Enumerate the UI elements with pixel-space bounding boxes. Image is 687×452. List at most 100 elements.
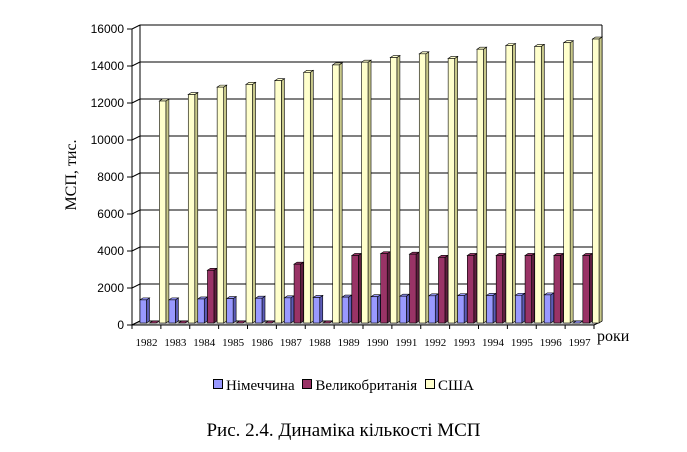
bar [543,292,555,324]
bar-side [560,252,564,324]
bar-front [515,294,523,324]
bar [485,292,497,324]
bar-side [213,267,218,324]
bar [139,297,151,324]
x-tick-label: 1991 [395,337,417,349]
bar-side [338,62,343,324]
bar-front [534,46,542,324]
bar-side [396,54,401,324]
bar [196,296,209,324]
bar [524,252,536,324]
gridline-depth [131,246,141,252]
bar-side [319,294,324,324]
bar-side [175,297,179,324]
x-tick-label: 1994 [482,337,505,349]
bar-front [476,48,484,324]
x-tick-label: 1982 [135,337,157,349]
x-tick-label: 1988 [309,337,332,349]
bar-side [473,252,478,324]
bar-front [139,299,147,324]
bar-side [569,40,574,324]
bar-side [358,252,362,324]
y-tick-label: 4000 [97,244,124,258]
bar-front [332,64,340,324]
bar-side [281,78,285,324]
bar-front [390,57,398,324]
bar-side [146,297,150,324]
x-tick-label: 1989 [338,337,361,349]
x-tick-label: 1997 [569,337,592,349]
figure-caption: Рис. 2.4. Динаміка кількості МСП [206,420,481,441]
bar-side [483,46,487,324]
bar-front [495,255,504,324]
y-tick-label: 8000 [97,170,124,184]
bar-front [543,294,552,324]
bar [283,295,295,324]
bar-side [309,69,314,324]
bar [350,252,363,324]
x-tick-label: 1983 [164,337,187,349]
bar-front [216,86,224,324]
bar-side [540,43,545,324]
bar-front [380,253,388,324]
y-tick-label: 16000 [91,22,125,36]
x-tick-label: 1992 [424,337,446,349]
bars [139,36,604,324]
bar [293,261,305,324]
bar [504,42,517,324]
bar-side [444,254,449,324]
legend-item-uk: Великобританія [302,378,417,395]
bar [379,251,392,324]
x-tick-labels: 1982 1983 1984 1985 1986 1987 1988 1989 1990 1991… [135,337,591,349]
bar [591,36,604,324]
bar-front [361,61,369,324]
bar-front [351,255,359,324]
bar-front [418,53,427,324]
bar-front [582,255,590,324]
x-tick-label: 1984 [193,337,216,349]
bar [167,297,180,324]
legend-item-germany: Німеччина [213,378,295,395]
bar-front [284,297,292,324]
bar [562,40,575,324]
bar [273,78,286,324]
bar [581,252,594,324]
bar-front [409,253,417,324]
bar-front [207,269,215,324]
bar [312,294,324,324]
bar [418,51,430,324]
bar-side [531,252,535,324]
bar-front [245,84,253,324]
bar [370,294,382,324]
bar-front [447,58,455,324]
bar-side [415,251,420,324]
bar-side [492,292,497,324]
bar-front [312,297,321,324]
bar-front [187,94,196,324]
bar-front [563,42,571,324]
bar [341,294,353,324]
gridline-depth [131,283,141,289]
bar [206,267,218,324]
legend-swatch [302,379,313,389]
gridline-depth [131,209,141,215]
bar-side [386,251,391,324]
bar [533,43,546,324]
y-tick-labels: 0 2000 4000 6000 8000 10000 12000 14000 16000 [91,22,125,332]
bar [245,81,257,324]
bar-front [553,255,561,324]
bar-side [434,293,439,324]
bar [437,254,449,324]
gridline-depth [131,24,141,30]
x-axis-label: роки [597,328,630,345]
bar [158,98,170,324]
bar-side [502,252,507,324]
bar [514,292,526,324]
x-tick-label: 1990 [366,337,389,349]
bar-side [367,59,372,324]
bar [447,55,459,324]
bar-side [454,55,458,324]
gridline-depth [131,172,141,178]
y-tick-label: 0 [117,318,124,332]
